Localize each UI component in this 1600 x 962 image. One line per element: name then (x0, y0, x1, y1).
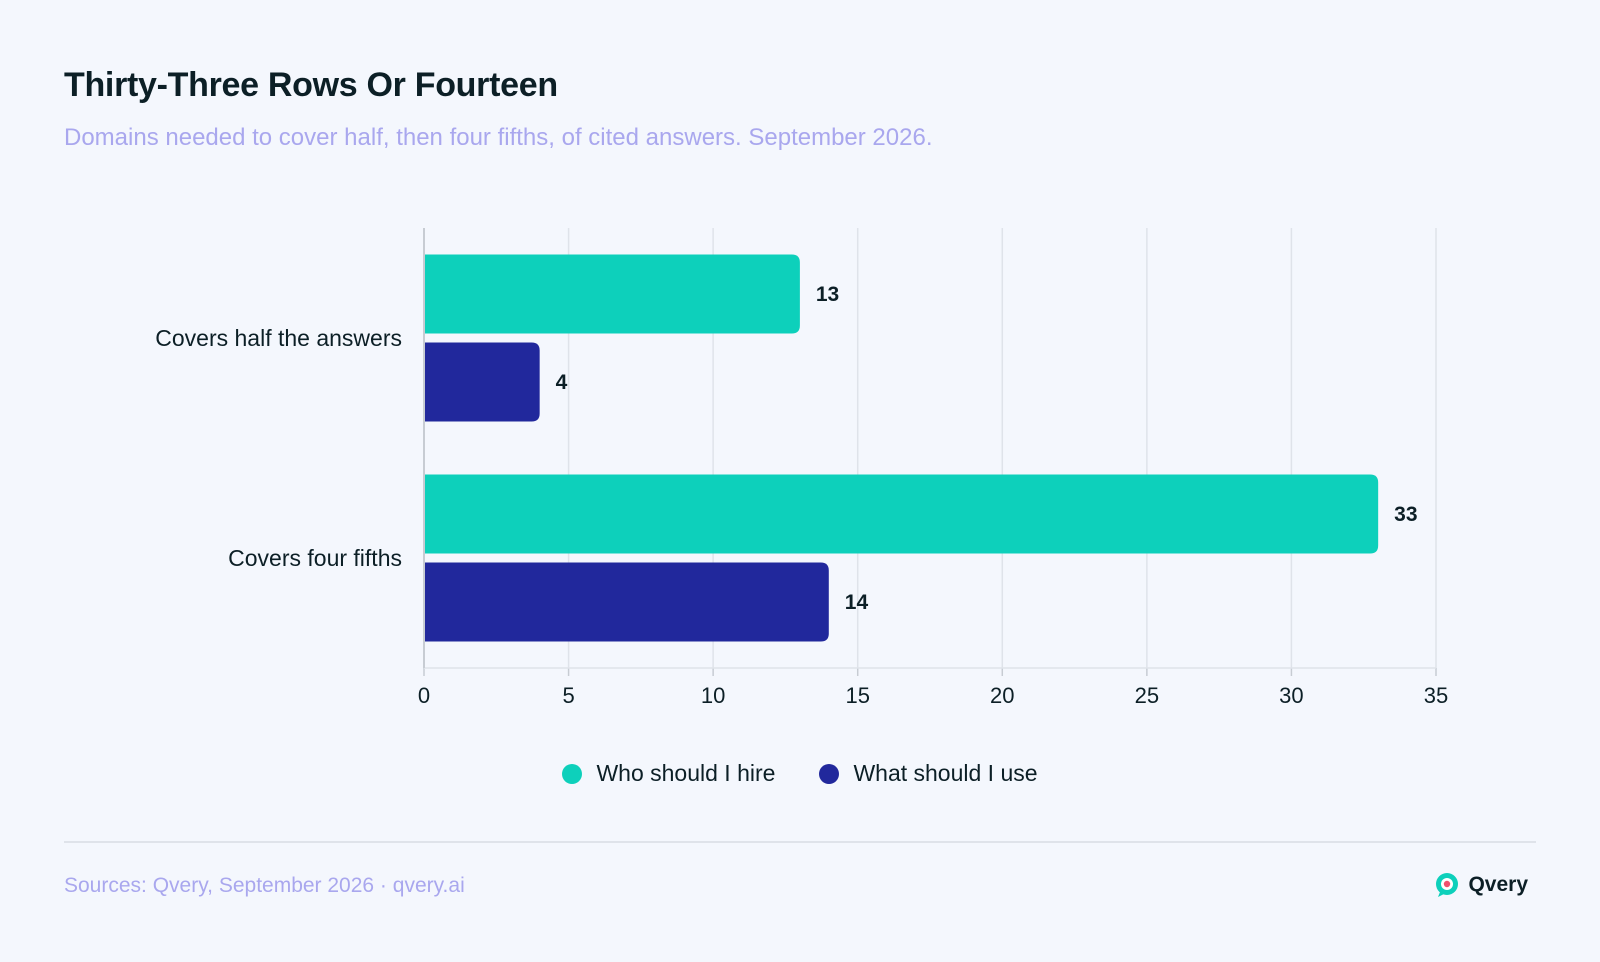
chart-subtitle: Domains needed to cover half, then four … (64, 124, 933, 151)
bar (424, 562, 829, 642)
legend-item-use: What should I use (819, 760, 1038, 787)
data-label: 13 (816, 283, 839, 306)
x-tick-label: 30 (1279, 683, 1303, 708)
bar (424, 342, 540, 422)
bar (424, 254, 800, 334)
data-label: 33 (1394, 503, 1417, 526)
category-label: Covers four fifths (228, 545, 402, 571)
x-tick-label: 35 (1424, 683, 1448, 708)
legend-swatch-hire (562, 763, 583, 784)
chart-legend: Who should I hire What should I use (0, 760, 1600, 787)
data-label: 14 (845, 591, 869, 614)
brand-name: Qvery (1468, 873, 1528, 896)
chart-title: Thirty-Three Rows Or Fourteen (64, 66, 558, 104)
data-label: 4 (556, 371, 568, 394)
bar (424, 474, 1379, 554)
brand[interactable]: Qvery (1434, 872, 1528, 898)
x-tick-label: 0 (418, 683, 430, 708)
bar-chart: 0 5 10 15 20 25 30 35 Covers half the answers 13 4… (155, 228, 1448, 708)
x-tick-label: 5 (562, 683, 574, 708)
x-tick-label: 10 (701, 683, 725, 708)
legend-item-hire: Who should I hire (562, 760, 775, 787)
x-tick-label: 20 (990, 683, 1014, 708)
footer-divider (64, 841, 1536, 843)
x-tick-label: 15 (845, 683, 869, 708)
legend-label-use: What should I use (853, 760, 1038, 786)
category-label: Covers half the answers (155, 325, 402, 351)
legend-label-hire: Who should I hire (596, 760, 776, 786)
legend-swatch-use (819, 763, 840, 784)
x-tick-label: 25 (1135, 683, 1159, 708)
source-note: Sources: Qvery, September 2026 · qvery.a… (64, 874, 465, 897)
qvery-logo-icon (1436, 873, 1459, 897)
